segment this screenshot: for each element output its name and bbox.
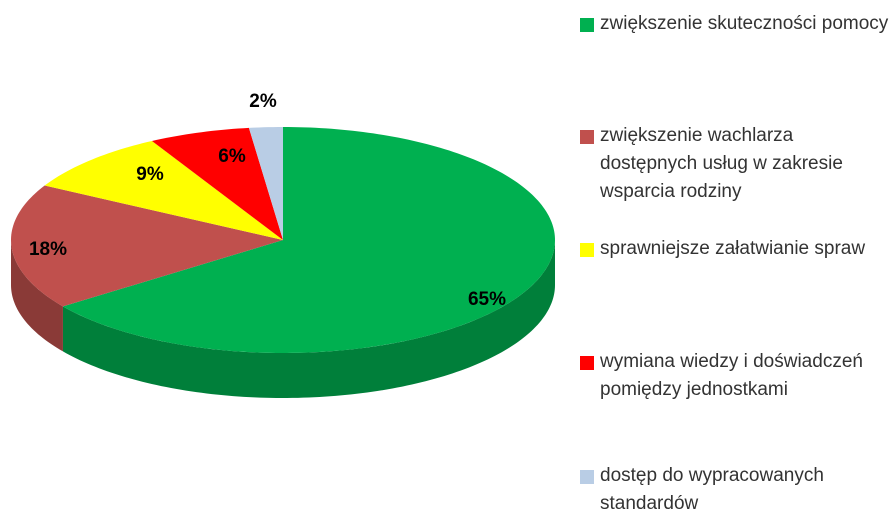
data-label: 6%: [218, 146, 246, 167]
legend-swatch: [580, 18, 594, 32]
legend-swatch: [580, 470, 594, 484]
legend-label: sprawniejsze załatwianie spraw: [600, 238, 866, 259]
legend-swatch: [580, 243, 594, 257]
pie-side: [11, 240, 63, 352]
pie-slice: [62, 127, 555, 353]
legend-label: zwiększenie skuteczności pomocy: [600, 13, 889, 34]
legend-label: dostęp do wypracowanych standardów: [600, 465, 824, 514]
pie-slice: [248, 127, 283, 240]
legend-swatch: [580, 356, 594, 370]
pie-side: [62, 240, 555, 398]
pie-slice: [11, 185, 283, 307]
data-label: 18%: [29, 239, 67, 260]
legend-swatch: [580, 130, 594, 144]
pie-slice: [151, 127, 283, 240]
data-label: 2%: [249, 91, 277, 112]
pie-slice: [44, 140, 283, 240]
data-label: 9%: [136, 164, 164, 185]
pie-area: 65% 18% 9% 6% 2%: [11, 91, 555, 398]
legend-label: zwiększenie wachlarza dostępnych usług w…: [600, 125, 843, 202]
data-label: 65%: [468, 289, 506, 310]
legend-label: wymiana wiedzy i doświadczeń pomiędzy je…: [600, 351, 863, 400]
